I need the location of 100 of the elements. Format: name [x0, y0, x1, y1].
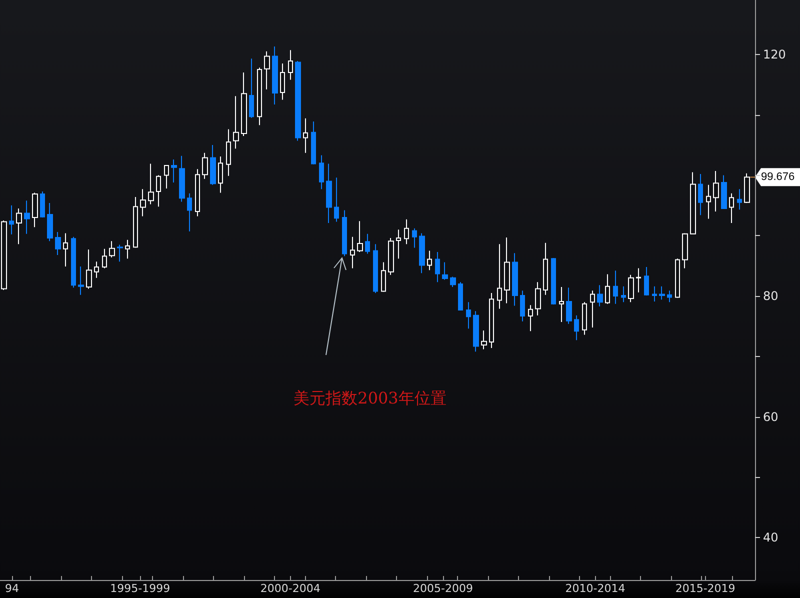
candlestick	[164, 164, 169, 189]
candlestick	[16, 208, 22, 245]
candlestick	[342, 210, 347, 257]
candlestick	[412, 228, 417, 248]
candlestick	[117, 244, 123, 262]
y-tick-label: 80	[763, 289, 778, 304]
candlestick	[713, 170, 719, 212]
x-tick-label: 2010-2014	[565, 582, 626, 595]
candlestick	[171, 159, 177, 183]
candlestick	[458, 282, 463, 312]
candlestick	[528, 304, 533, 332]
candlestick	[280, 62, 285, 100]
y-tick-label: 60	[763, 410, 778, 424]
candlestick	[427, 250, 432, 271]
candlestick	[644, 266, 649, 296]
candlestick	[450, 276, 456, 288]
candlestick	[303, 118, 308, 154]
candlestick	[404, 218, 409, 245]
candlestick	[241, 72, 247, 136]
candlestick	[288, 50, 293, 80]
candlestick	[396, 229, 401, 260]
candlestick	[350, 236, 355, 269]
candlestick	[365, 233, 370, 254]
candlestick	[187, 192, 192, 232]
candlestick	[675, 258, 680, 298]
candlestick	[628, 274, 634, 303]
candlestick	[574, 314, 579, 341]
candlestick	[667, 290, 672, 303]
y-tick-label: 120	[763, 47, 786, 62]
candlestick	[195, 168, 200, 217]
candlestick	[520, 290, 525, 322]
candlestick	[226, 128, 231, 176]
annotation: 99.676	[761, 171, 795, 184]
candlestick	[466, 302, 471, 330]
candlestick	[264, 50, 270, 90]
candlestick	[24, 200, 30, 234]
candlestick	[63, 232, 68, 267]
candlestick	[71, 236, 76, 288]
candlestick	[729, 192, 734, 224]
candlestick	[566, 287, 572, 324]
candlestick	[512, 252, 518, 306]
candlestick	[249, 58, 254, 118]
candlestick	[272, 46, 278, 106]
candlestick	[202, 152, 208, 180]
candlestick	[319, 154, 324, 190]
candlestick	[334, 177, 339, 222]
candlestick	[621, 286, 626, 303]
candlestick	[47, 202, 53, 242]
candlestick	[559, 286, 564, 323]
candlestick	[582, 302, 587, 336]
candlestick	[543, 242, 548, 296]
candlestick	[744, 172, 750, 204]
candlestick	[326, 163, 332, 224]
x-tick-label: 2015-2019	[675, 582, 736, 595]
candlestick	[737, 188, 742, 210]
candlestick	[497, 244, 502, 310]
candlestick	[721, 174, 727, 210]
candlestick	[435, 251, 440, 283]
candlestick	[133, 196, 138, 248]
candlestick	[473, 310, 479, 352]
candlestick	[125, 239, 130, 260]
candlestick	[218, 156, 223, 194]
candlestick	[233, 96, 239, 150]
candlestick	[535, 282, 541, 316]
candlestick	[682, 232, 688, 269]
candlestick	[690, 172, 696, 235]
candlestick	[698, 174, 703, 216]
x-tick-label: 1995-1999	[110, 582, 170, 595]
candlestick	[86, 249, 92, 290]
candlestick	[373, 244, 378, 294]
candlestick	[636, 268, 641, 293]
candlestick	[652, 286, 657, 302]
candlestick	[1, 220, 7, 290]
candlestick	[442, 262, 448, 280]
candlestick	[55, 232, 61, 256]
candlestick	[504, 236, 510, 304]
candlestick	[210, 144, 216, 186]
candlestick	[179, 155, 185, 202]
candlestick	[257, 67, 262, 126]
candlestick	[140, 188, 146, 217]
candlestick	[551, 257, 556, 305]
candlestick	[419, 232, 425, 274]
candlestick	[590, 290, 595, 328]
candlestick	[613, 270, 618, 304]
x-tick-label: 2000-2004	[260, 582, 320, 595]
candlestick	[94, 261, 99, 278]
candlestick	[381, 262, 386, 292]
candlestick	[78, 266, 84, 296]
candlestick	[102, 248, 107, 269]
candlestick	[605, 274, 610, 304]
x-tick-label: 2005-2009	[413, 582, 473, 595]
candlestick	[311, 120, 316, 165]
annotation: 美元指数2003年位置	[294, 388, 446, 408]
candlestick	[40, 191, 45, 218]
candlestick	[481, 330, 487, 350]
candlestick	[659, 286, 665, 300]
candlestick	[489, 292, 494, 348]
candlestick	[597, 284, 603, 307]
candlestick	[148, 163, 154, 205]
candlestick	[388, 238, 394, 276]
